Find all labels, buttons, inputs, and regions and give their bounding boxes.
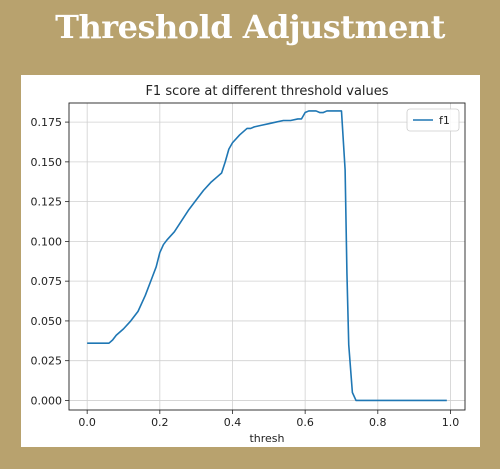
legend: f1 [406, 108, 460, 132]
x-tick-label: 0.6 [296, 416, 314, 429]
x-tick-label: 1.0 [442, 416, 460, 429]
x-tick-label: 0.8 [369, 416, 387, 429]
chart-title: F1 score at different threshold values [145, 84, 388, 99]
x-tick-label: 0.2 [151, 416, 169, 429]
series-layer [87, 110, 447, 402]
y-tick-label: 0.100 [31, 235, 63, 248]
y-tick-label: 0.075 [31, 275, 63, 288]
grid-layer [69, 103, 465, 410]
chart-card: 0.0 0.2 0.4 0.6 0.8 1.0 0.000 0.025 0.050 0.075 0.… [21, 75, 480, 447]
y-tick-label: 0.050 [31, 315, 63, 328]
slide-title: Threshold Adjustment [55, 8, 445, 46]
y-tick-label: 0.175 [31, 116, 63, 129]
x-axis-label: thresh [249, 432, 284, 445]
y-tick-label: 0.025 [31, 355, 63, 368]
x-tick-label: 0.0 [78, 416, 96, 429]
series-line-f1 [87, 110, 447, 402]
y-tick-label: 0.000 [31, 394, 63, 407]
tick-layer: 0.0 0.2 0.4 0.6 0.8 1.0 0.000 0.025 0.050 0.075 0.… [31, 116, 460, 429]
legend-label-f1: f1 [439, 114, 450, 127]
plot-frame [68, 102, 466, 411]
y-tick-label: 0.125 [31, 196, 63, 209]
x-tick-label: 0.4 [224, 416, 242, 429]
y-tick-label: 0.150 [31, 156, 63, 169]
line-chart: 0.0 0.2 0.4 0.6 0.8 1.0 0.000 0.025 0.050 0.075 0.… [31, 84, 466, 445]
